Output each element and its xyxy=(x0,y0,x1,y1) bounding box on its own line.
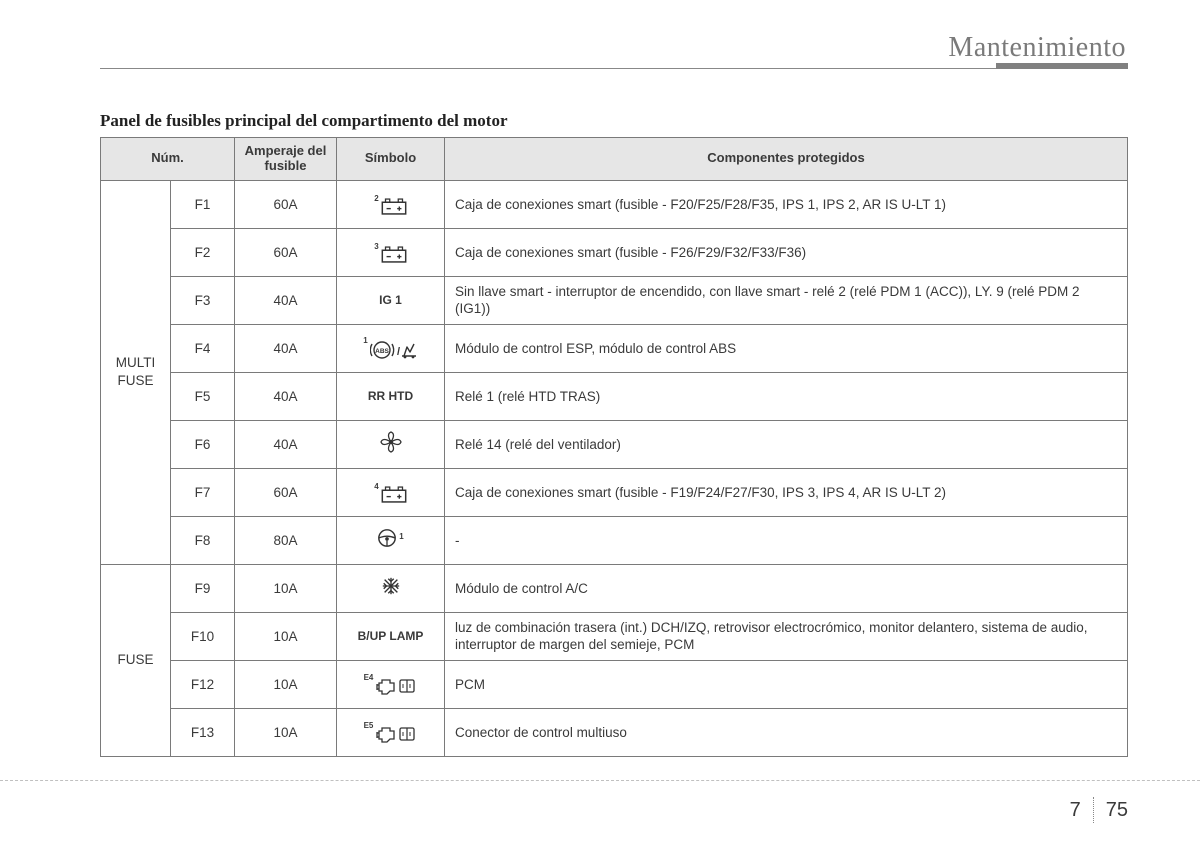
fuse-symbol xyxy=(337,564,445,612)
fuse-description: Relé 1 (relé HTD TRAS) xyxy=(445,372,1128,420)
snow-icon xyxy=(381,576,401,596)
footer-separator xyxy=(1093,797,1094,823)
col-header-amp: Amperaje del fusible xyxy=(235,138,337,181)
table-header-row: Núm. Amperaje del fusible Símbolo Compon… xyxy=(101,138,1128,181)
page-footer: 7 75 xyxy=(1070,797,1128,823)
fuse-number: F1 xyxy=(171,180,235,228)
fuse-description: Conector de control multiuso xyxy=(445,708,1128,756)
fuse-amperage: 60A xyxy=(235,180,337,228)
table-row: F1010AB/UP LAMPluz de combinación traser… xyxy=(101,612,1128,660)
fuse-number: F9 xyxy=(171,564,235,612)
fuse-symbol: 4 xyxy=(337,468,445,516)
table-title: Panel de fusibles principal del comparti… xyxy=(100,111,1128,131)
fuse-symbol xyxy=(337,420,445,468)
fuse-amperage: 40A xyxy=(235,420,337,468)
fan-icon xyxy=(380,431,402,453)
fuse-number: F5 xyxy=(171,372,235,420)
page-title: Mantenimiento xyxy=(948,32,1128,64)
fuse-amperage: 10A xyxy=(235,564,337,612)
fuse-symbol: E4 xyxy=(337,660,445,708)
fuse-symbol: E5 xyxy=(337,708,445,756)
fuse-symbol: B/UP LAMP xyxy=(337,612,445,660)
fuse-description: PCM xyxy=(445,660,1128,708)
fuse-amperage: 10A xyxy=(235,708,337,756)
fuse-description: luz de combinación trasera (int.) DCH/IZ… xyxy=(445,612,1128,660)
fuse-description: Módulo de control A/C xyxy=(445,564,1128,612)
table-row: F260A3Caja de conexiones smart (fusible … xyxy=(101,228,1128,276)
table-row: F340AIG 1Sin llave smart - interruptor d… xyxy=(101,276,1128,324)
table-row: FUSEF910AMódulo de control A/C xyxy=(101,564,1128,612)
table-row: F540ARR HTDRelé 1 (relé HTD TRAS) xyxy=(101,372,1128,420)
battery-icon xyxy=(381,486,407,503)
table-row: F640A Relé 14 (relé del ventilador) xyxy=(101,420,1128,468)
col-header-components: Componentes protegidos xyxy=(445,138,1128,181)
fuse-amperage: 60A xyxy=(235,468,337,516)
fuse-description: Relé 14 (relé del ventilador) xyxy=(445,420,1128,468)
group-label: FUSE xyxy=(101,564,171,756)
fuse-description: Caja de conexiones smart (fusible - F20/… xyxy=(445,180,1128,228)
battery-icon xyxy=(381,198,407,215)
battery-icon xyxy=(381,246,407,263)
fuse-number: F8 xyxy=(171,516,235,564)
table-row: F880A1- xyxy=(101,516,1128,564)
table-row: MULTIFUSEF160A2Caja de conexiones smart … xyxy=(101,180,1128,228)
fuse-number: F4 xyxy=(171,324,235,372)
fuse-amperage: 10A xyxy=(235,660,337,708)
fuse-number: F12 xyxy=(171,660,235,708)
fuse-amperage: 10A xyxy=(235,612,337,660)
fuse-description: Caja de conexiones smart (fusible - F19/… xyxy=(445,468,1128,516)
fuse-number: F2 xyxy=(171,228,235,276)
table-row: F760A4Caja de conexiones smart (fusible … xyxy=(101,468,1128,516)
engine-icon xyxy=(375,677,417,695)
fuse-description: Sin llave smart - interruptor de encendi… xyxy=(445,276,1128,324)
steer-icon xyxy=(377,528,397,548)
fuse-amperage: 40A xyxy=(235,324,337,372)
fuse-amperage: 40A xyxy=(235,276,337,324)
fuse-symbol: IG 1 xyxy=(337,276,445,324)
fuse-symbol: 1 xyxy=(337,516,445,564)
fuse-amperage: 40A xyxy=(235,372,337,420)
fuse-description: Módulo de control ESP, módulo de control… xyxy=(445,324,1128,372)
header-accent-bar xyxy=(996,63,1128,69)
fuse-amperage: 80A xyxy=(235,516,337,564)
group-label: MULTIFUSE xyxy=(101,180,171,564)
fuse-table: Núm. Amperaje del fusible Símbolo Compon… xyxy=(100,137,1128,757)
footer-divider xyxy=(0,780,1200,781)
table-row: F1310AE5Conector de control multiuso xyxy=(101,708,1128,756)
fuse-description: Caja de conexiones smart (fusible - F26/… xyxy=(445,228,1128,276)
page-header: Mantenimiento xyxy=(100,32,1128,69)
fuse-number: F10 xyxy=(171,612,235,660)
table-row: F440A1Módulo de control ESP, módulo de c… xyxy=(101,324,1128,372)
fuse-amperage: 60A xyxy=(235,228,337,276)
footer-page: 75 xyxy=(1106,799,1128,822)
fuse-number: F7 xyxy=(171,468,235,516)
table-row: F1210AE4PCM xyxy=(101,660,1128,708)
col-header-num: Núm. xyxy=(101,138,235,181)
fuse-symbol: 3 xyxy=(337,228,445,276)
fuse-symbol: 1 xyxy=(337,324,445,372)
engine-icon xyxy=(375,725,417,743)
fuse-number: F3 xyxy=(171,276,235,324)
fuse-symbol: 2 xyxy=(337,180,445,228)
fuse-symbol: RR HTD xyxy=(337,372,445,420)
fuse-number: F6 xyxy=(171,420,235,468)
col-header-symbol: Símbolo xyxy=(337,138,445,181)
fuse-description: - xyxy=(445,516,1128,564)
footer-chapter: 7 xyxy=(1070,799,1081,822)
abs-icon xyxy=(370,340,418,360)
fuse-number: F13 xyxy=(171,708,235,756)
